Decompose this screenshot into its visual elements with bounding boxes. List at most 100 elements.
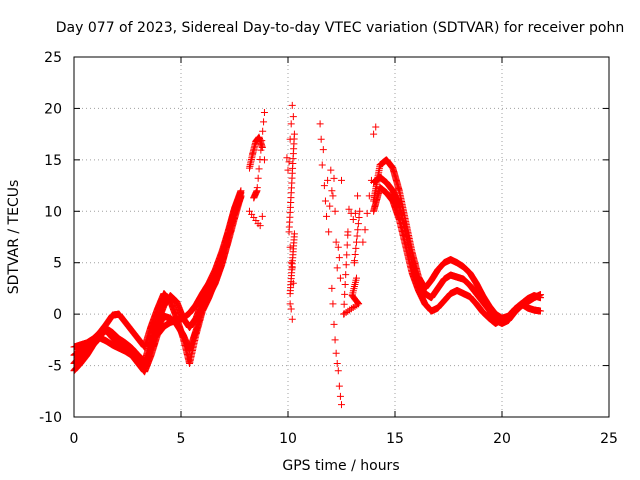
data-point-track-4	[237, 193, 245, 201]
data-point-cluster-13h	[351, 250, 359, 258]
data-point-ramp-13.5h	[363, 209, 371, 217]
y-tick-label: 10	[44, 204, 62, 220]
data-point-arc-8.5h	[257, 146, 265, 154]
data-point-cluster-12h	[317, 135, 325, 143]
data-point-dip-12.3h	[329, 300, 337, 308]
data-point-bursts-10h	[286, 300, 294, 308]
data-point-cluster-13h	[352, 238, 360, 246]
data-point-cluster-12h	[323, 212, 331, 220]
data-point-bursts-10h	[288, 101, 296, 109]
x-axis-label: GPS time / hours	[282, 458, 399, 474]
data-point-arc-8.5h	[260, 109, 268, 117]
data-point-cluster-13h	[351, 302, 359, 310]
data-point-cluster-12h	[335, 254, 343, 262]
data-point-cluster-12h	[330, 174, 338, 182]
data-point-arc-8.5h	[250, 194, 258, 202]
data-point-cluster-13h	[342, 271, 350, 279]
data-point-cluster-12h	[325, 228, 333, 236]
data-point-arc-8.5h	[254, 174, 262, 182]
data-point-bursts-10h	[285, 158, 293, 166]
x-tick-label: 15	[386, 431, 404, 447]
data-point-ramp-13.5h	[367, 176, 375, 184]
data-point-cluster-13h	[345, 205, 353, 213]
data-point-cluster-12h	[324, 176, 332, 184]
data-point-dip-12.3h	[334, 367, 342, 375]
data-point-cluster-13h	[353, 301, 361, 309]
data-point-cluster-12h	[316, 120, 324, 128]
data-point-dip-12.3h	[333, 360, 341, 368]
data-point-cluster-12h	[328, 187, 336, 195]
data-point-cluster-12h	[331, 207, 339, 215]
y-tick-label: 5	[53, 256, 62, 272]
data-point-cluster-13h	[340, 310, 348, 318]
data-point-dip-12.3h	[335, 382, 343, 390]
data-point-bursts-10h	[289, 113, 297, 121]
data-point-dip-12.3h	[331, 336, 339, 344]
axis-ticks: 0 5 10 15 20 25 -10 -5 0 5 10 15 20 25	[39, 50, 618, 447]
grid-lines	[74, 57, 609, 417]
x-tick-label: 5	[177, 431, 186, 447]
x-tick-label: 10	[279, 431, 297, 447]
data-point-cluster-13h	[344, 228, 352, 236]
data-point-cluster-13h	[354, 192, 362, 200]
data-point-cluster-12h	[321, 197, 329, 205]
data-point-cluster-13h	[341, 290, 349, 298]
data-point-cluster-12h	[329, 192, 337, 200]
y-tick-label: -5	[48, 359, 62, 375]
data-point-cluster-13h	[352, 244, 360, 252]
y-tick-label: -10	[39, 410, 62, 426]
data-point-bursts-10h	[286, 290, 294, 298]
data-point-arc-8.5h	[256, 155, 264, 163]
y-tick-label: 25	[44, 50, 62, 66]
data-point-ramp-13.5h	[361, 226, 369, 234]
data-point-dip-12.3h	[328, 284, 336, 292]
x-tick-label: 25	[600, 431, 618, 447]
data-point-dip-12.3h	[336, 392, 344, 400]
data-point-dip-12.3h	[338, 401, 345, 409]
data-point-ramp-13.5h	[372, 123, 380, 131]
data-point-cluster-13h	[346, 306, 354, 314]
data-point-cluster-13h	[342, 261, 350, 269]
data-point-cluster-13h	[341, 281, 349, 289]
y-tick-label: 15	[44, 153, 62, 169]
data-point-cluster-13h	[343, 251, 351, 259]
data-point-track-6	[537, 291, 545, 299]
data-point-cluster-13h	[351, 209, 359, 217]
data-point-cluster-13h	[354, 220, 362, 228]
data-point-bursts-10h	[285, 228, 293, 236]
y-axis-label: SDTVAR / TECUs	[6, 180, 22, 295]
data-point-cluster-13h	[355, 300, 363, 308]
y-tick-label: 20	[44, 101, 62, 117]
data-point-dip-12.3h	[332, 349, 340, 357]
data-point-cluster-13h	[343, 241, 351, 249]
data-point-ramp-13.5h	[370, 130, 378, 138]
data-point-cluster-12h	[327, 166, 335, 174]
data-point-cluster-13h	[353, 232, 361, 240]
data-point-bursts-10h	[287, 120, 295, 128]
data-point-arc-8.5h	[260, 118, 268, 126]
data-point-arc-8.5h	[258, 137, 266, 145]
data-point-segment-8.2-8.8h	[256, 222, 264, 230]
data-point-cluster-13h	[356, 207, 364, 215]
data-point-dip-12.3h	[330, 320, 338, 328]
data-point-cluster-12h	[333, 264, 341, 272]
data-point-cluster-12h	[320, 182, 328, 190]
data-point-cluster-12h	[319, 146, 327, 154]
data-point-cluster-13h	[344, 307, 352, 315]
data-point-segment-8.2-8.8h	[258, 212, 266, 220]
data-point-bursts-10h	[283, 154, 291, 162]
data-point-track-7	[537, 307, 545, 315]
data-point-cluster-12h	[332, 238, 340, 246]
data-points	[70, 101, 545, 409]
data-point-cluster-12h	[334, 243, 342, 251]
plot-frame	[73, 56, 610, 418]
data-point-cluster-12h	[338, 176, 345, 184]
data-point-cluster-13h	[340, 300, 348, 308]
y-tick-label: 0	[53, 307, 62, 323]
data-point-ramp-13.5h	[365, 192, 373, 200]
data-point-bursts-10h	[286, 243, 294, 251]
data-point-cluster-12h	[326, 202, 334, 210]
data-point-cluster-12h	[336, 274, 344, 282]
data-point-arc-8.5h	[259, 127, 267, 135]
